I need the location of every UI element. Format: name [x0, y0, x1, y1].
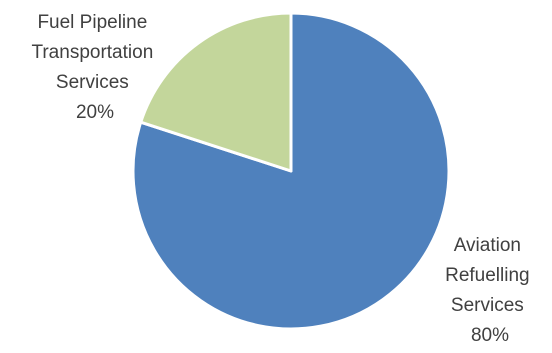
- slice-label-line: Services: [451, 295, 524, 316]
- pie-slices: [131, 11, 451, 331]
- slice-label-line: Aviation: [454, 235, 521, 256]
- slice-label-line: Services: [56, 72, 129, 93]
- pie-slice-0: [131, 11, 451, 331]
- slice-percent-label: 80%: [471, 325, 509, 346]
- pie-slice-1: [139, 11, 293, 173]
- slice-label-line: Refuelling: [445, 265, 530, 286]
- slice-percent-label: 20%: [76, 102, 114, 123]
- slice-label-line: Transportation: [31, 42, 153, 63]
- slice-label-fuel-pipeline: Fuel Pipeline Transportation Services 20…: [31, 12, 158, 123]
- pie-labels: Aviation Refuelling Services 80% Fuel Pi…: [31, 12, 535, 346]
- slice-label-line: Fuel Pipeline: [37, 12, 147, 33]
- slice-label-aviation-refuelling: Aviation Refuelling Services 80%: [445, 235, 535, 346]
